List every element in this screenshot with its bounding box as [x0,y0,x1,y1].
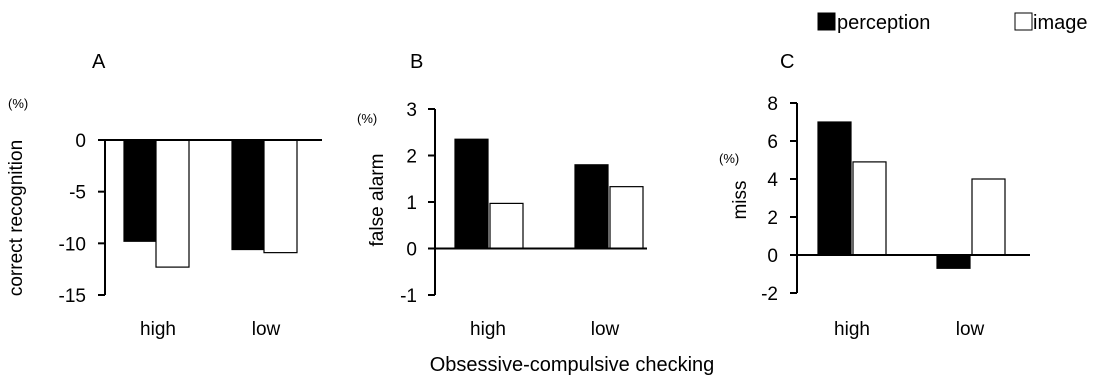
unit-label: (%) [719,151,739,166]
y-axis-label: false alarm [367,154,388,247]
bar-image-low [971,178,1006,256]
y-tick-label: -2 [761,284,778,305]
unit-label: (%) [357,111,377,126]
y-axis-label: miss [730,180,751,219]
y-tick-label: -15 [59,286,86,307]
x-tick-label-low: low [591,319,620,340]
panel-c: C (%) miss 8 6 4 2 0 -2 high low [719,51,1030,340]
unit-label: (%) [8,96,28,111]
x-tick-label-high: high [140,319,176,340]
legend-swatch-image [1014,12,1033,31]
legend: perception image [817,12,1087,34]
bar-perception-high [817,121,852,256]
bar-image-high [489,202,524,250]
panel-label: B [410,51,423,73]
bar-perception-high [123,139,158,242]
panel-label: A [92,51,106,73]
bar-image-high [852,161,887,256]
y-axis-label: correct recognition [6,140,27,296]
y-tick-label: 8 [767,94,778,115]
x-axis-title: Obsessive-compulsive checking [430,354,715,376]
y-tick-label: 1 [406,193,417,214]
y-tick-label: -5 [69,183,86,204]
panel-b: B (%) false alarm 3 2 1 0 -1 high low [357,51,647,340]
y-tick-label: 2 [406,147,417,168]
x-tick-label-low: low [252,319,281,340]
y-tick-label: 3 [406,100,417,121]
bar-image-low [609,186,644,250]
bar-image-high [155,139,190,268]
legend-label-image: image [1033,12,1087,34]
bar-perception-low [936,254,971,269]
y-tick-label: 0 [75,131,86,152]
y-tick-label: -1 [400,286,417,307]
panel-a: A (%) correct recognition 0 -5 -10 -15 high low [6,51,322,340]
legend-swatch-perception [817,12,836,31]
bar-perception-high [454,138,489,250]
y-tick-label: 4 [767,170,778,191]
legend-label-perception: perception [837,12,930,34]
x-tick-label-low: low [956,319,985,340]
y-tick-label: 0 [406,240,417,261]
y-tick-label: 0 [767,246,778,267]
y-tick-label: 2 [767,208,778,229]
x-tick-label-high: high [834,319,870,340]
panel-label: C [780,51,794,73]
y-tick-label: 6 [767,132,778,153]
bar-perception-low [574,164,609,250]
y-tick-label: -10 [59,234,86,255]
bar-perception-low [231,139,266,251]
bar-image-low [263,139,298,254]
x-tick-label-high: high [470,319,506,340]
